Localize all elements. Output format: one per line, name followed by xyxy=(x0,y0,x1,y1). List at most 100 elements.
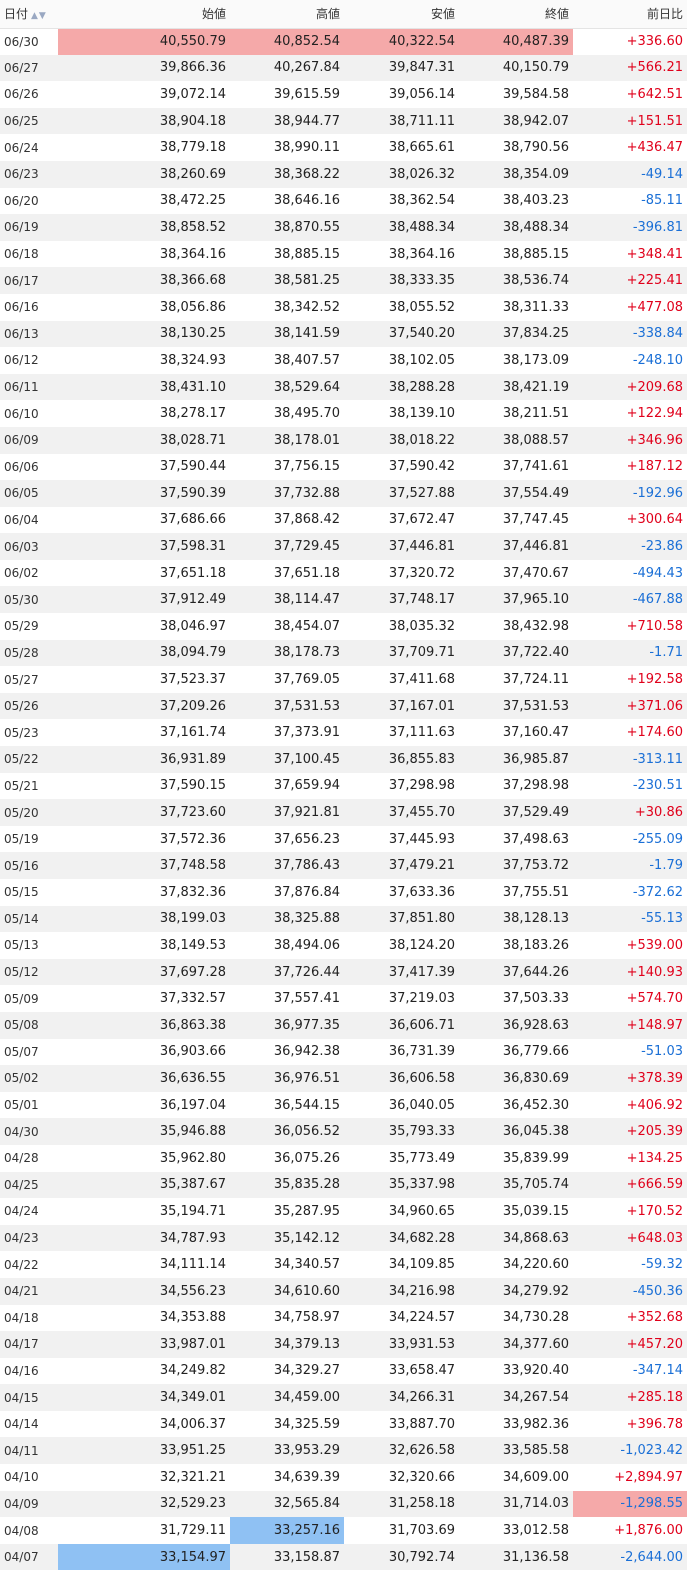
open-cell: 38,149.53 xyxy=(159,937,226,953)
table-row: 04/21 34,556.23 34,610.60 34,216.98 34,279.9… xyxy=(0,1277,687,1305)
high-cell: 40,267.84 xyxy=(230,54,344,82)
date-cell: 05/01 xyxy=(4,1098,39,1113)
low-cell: 37,479.21 xyxy=(344,852,459,879)
table-row: 04/16 34,249.82 34,329.27 33,658.47 33,920.4… xyxy=(0,1358,687,1385)
date-cell: 06/11 xyxy=(0,373,58,401)
low-cell: 36,040.05 xyxy=(388,1097,455,1113)
close-cell: 38,088.57 xyxy=(459,426,573,454)
close-cell: 38,885.15 xyxy=(502,246,569,262)
close-cell: 37,741.61 xyxy=(502,459,569,475)
change-cell: -372.62 xyxy=(632,884,683,900)
low-cell: 37,167.01 xyxy=(344,692,459,720)
close-cell: 37,470.67 xyxy=(502,565,569,581)
low-column-header[interactable]: 安値 xyxy=(344,0,459,29)
table-row: 04/17 33,987.01 34,379.13 33,931.53 34,377.6… xyxy=(0,1331,687,1358)
change-column-header[interactable]: 前日比 xyxy=(573,0,687,29)
date-cell: 06/19 xyxy=(0,214,58,241)
change-cell: +151.51 xyxy=(573,107,687,135)
open-cell: 37,912.49 xyxy=(58,586,230,614)
open-cell: 37,686.66 xyxy=(159,512,226,528)
high-cell: 37,656.23 xyxy=(273,831,340,847)
change-cell: -51.03 xyxy=(641,1044,683,1060)
date-cell: 06/25 xyxy=(0,107,58,135)
sort-arrows-icon[interactable]: ▲▼ xyxy=(31,11,47,22)
open-cell: 37,590.44 xyxy=(159,459,226,475)
table-row: 06/03 37,598.31 37,729.45 37,446.81 37,446.8… xyxy=(0,533,687,560)
change-cell: +406.92 xyxy=(626,1097,683,1113)
high-column-header[interactable]: 高値 xyxy=(230,0,344,29)
change-cell: +710.58 xyxy=(626,618,683,634)
close-cell: 40,150.79 xyxy=(459,54,573,82)
low-cell: 33,887.70 xyxy=(388,1416,455,1432)
low-cell: 34,216.98 xyxy=(344,1277,459,1305)
close-cell: 36,928.63 xyxy=(459,1011,573,1039)
close-cell: 37,531.53 xyxy=(459,692,573,720)
close-cell: 37,644.26 xyxy=(459,958,573,986)
date-cell: 05/22 xyxy=(0,746,58,773)
high-cell: 36,075.26 xyxy=(273,1150,340,1166)
high-cell: 37,729.45 xyxy=(230,533,344,560)
close-cell: 35,705.74 xyxy=(459,1171,573,1199)
high-cell: 35,142.12 xyxy=(230,1224,344,1252)
open-cell: 37,832.36 xyxy=(159,884,226,900)
close-column-header[interactable]: 終値 xyxy=(459,0,573,29)
table-row: 04/23 34,787.93 35,142.12 34,682.28 34,868.6… xyxy=(0,1224,687,1252)
date-cell: 06/23 xyxy=(0,160,58,188)
change-cell: -248.10 xyxy=(632,352,683,368)
open-cell: 33,951.25 xyxy=(58,1437,230,1465)
high-cell: 36,977.35 xyxy=(230,1011,344,1039)
change-cell: +642.51 xyxy=(626,86,683,102)
table-row: 05/13 38,149.53 38,494.06 38,124.20 38,183.2… xyxy=(0,932,687,959)
high-cell: 34,379.13 xyxy=(230,1331,344,1358)
table-row: 05/27 37,523.37 37,769.05 37,411.68 37,724.1… xyxy=(0,666,687,693)
low-cell: 37,445.93 xyxy=(388,831,455,847)
open-cell: 38,904.18 xyxy=(58,107,230,135)
open-cell: 39,866.36 xyxy=(58,54,230,82)
open-cell: 37,697.28 xyxy=(58,958,230,986)
change-cell: -467.88 xyxy=(573,586,687,614)
date-cell: 06/06 xyxy=(4,459,39,474)
date-cell: 04/23 xyxy=(0,1224,58,1252)
table-row: 05/15 37,832.36 37,876.84 37,633.36 37,755.5… xyxy=(0,879,687,906)
date-cell: 05/12 xyxy=(0,958,58,986)
low-cell: 34,224.57 xyxy=(388,1310,455,1326)
close-cell: 37,747.45 xyxy=(502,512,569,528)
close-cell: 37,498.63 xyxy=(502,831,569,847)
close-cell: 31,714.03 xyxy=(459,1490,573,1518)
low-cell: 35,773.49 xyxy=(388,1150,455,1166)
high-cell: 37,726.44 xyxy=(230,958,344,986)
change-cell: +2,894.97 xyxy=(614,1469,683,1485)
low-cell: 36,731.39 xyxy=(388,1044,455,1060)
date-cell: 04/22 xyxy=(4,1257,39,1272)
date-cell: 06/09 xyxy=(0,426,58,454)
low-cell: 37,748.17 xyxy=(344,586,459,614)
open-column-header[interactable]: 始値 xyxy=(58,0,230,29)
high-cell: 38,990.11 xyxy=(273,140,340,156)
high-cell: 37,557.41 xyxy=(273,991,340,1007)
high-cell: 38,581.25 xyxy=(230,267,344,294)
change-cell: -1.71 xyxy=(573,639,687,667)
table-row: 06/19 38,858.52 38,870.55 38,488.34 38,488.3… xyxy=(0,214,687,241)
open-cell: 34,556.23 xyxy=(58,1277,230,1305)
date-cell: 05/15 xyxy=(4,885,39,900)
low-cell: 38,362.54 xyxy=(388,193,455,209)
close-cell: 38,183.26 xyxy=(502,937,569,953)
change-cell: +477.08 xyxy=(626,299,683,315)
high-cell: 36,544.15 xyxy=(273,1097,340,1113)
table-row: 06/10 38,278.17 38,495.70 38,139.10 38,211.5… xyxy=(0,400,687,427)
change-cell: -2,644.00 xyxy=(573,1543,687,1571)
table-row: 05/14 38,199.03 38,325.88 37,851.80 38,128.1… xyxy=(0,905,687,933)
open-cell: 38,472.25 xyxy=(159,193,226,209)
high-cell: 38,407.57 xyxy=(273,352,340,368)
change-cell: +574.70 xyxy=(626,991,683,1007)
high-cell: 38,178.73 xyxy=(230,639,344,667)
date-column-header[interactable]: 日付 ▲▼ xyxy=(0,0,58,29)
change-cell: -85.11 xyxy=(641,193,683,209)
low-cell: 37,672.47 xyxy=(388,512,455,528)
open-cell: 37,590.15 xyxy=(159,778,226,794)
close-cell: 35,839.99 xyxy=(502,1150,569,1166)
table-row: 05/23 37,161.74 37,373.91 37,111.63 37,160.4… xyxy=(0,719,687,746)
table-row: 04/30 35,946.88 36,056.52 35,793.33 36,045.3… xyxy=(0,1118,687,1145)
change-cell: +352.68 xyxy=(626,1310,683,1326)
high-cell: 38,646.16 xyxy=(273,193,340,209)
